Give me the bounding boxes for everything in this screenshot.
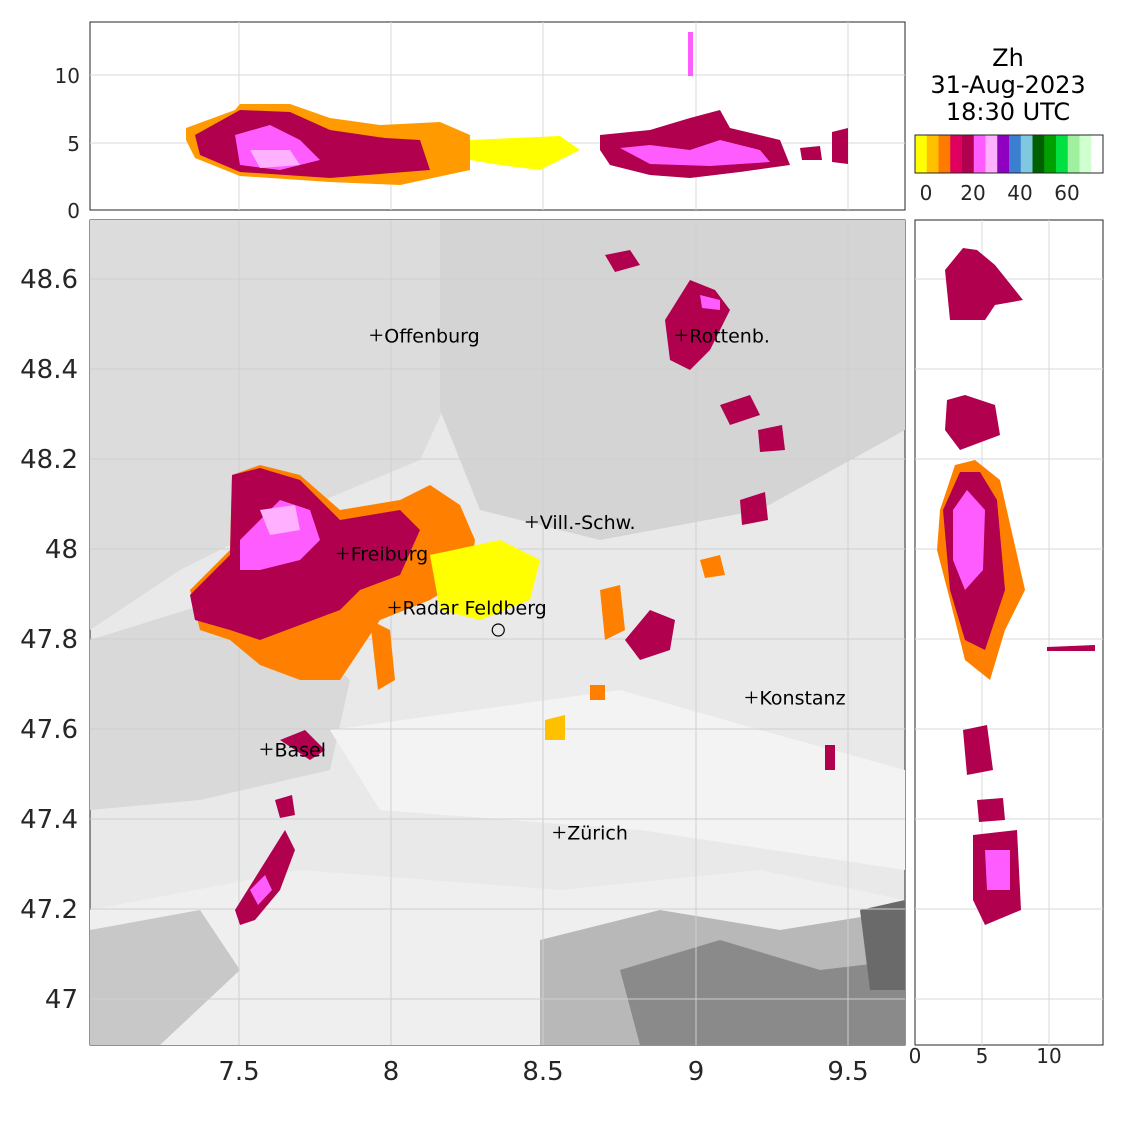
city-label: Freiburg bbox=[351, 544, 429, 566]
colorbar-tick-label: 60 bbox=[1054, 181, 1079, 205]
colorbar-tick-label: 40 bbox=[1007, 181, 1032, 205]
time-title: 18:30 UTC bbox=[946, 98, 1070, 126]
colorbar-swatch bbox=[985, 135, 998, 173]
city-cross-icon bbox=[525, 516, 538, 528]
side-panel-frame bbox=[914, 219, 1104, 1046]
colorbar-swatch bbox=[1091, 135, 1104, 173]
city-marker: Zürich bbox=[553, 823, 628, 845]
city-marker: Rottenb. bbox=[675, 325, 770, 347]
top-panel-frame bbox=[89, 21, 906, 211]
colorbar-swatch bbox=[1020, 135, 1033, 173]
side-cross-section-panel: 0 5 10 bbox=[909, 219, 1104, 1068]
top-y-tick-label: 0 bbox=[67, 199, 80, 220]
colorbar-swatch bbox=[926, 135, 939, 173]
city-label: Basel bbox=[274, 739, 326, 761]
map-x-tick-label: 8.5 bbox=[522, 1057, 563, 1087]
city-marker: Vill.-Schw. bbox=[525, 512, 636, 534]
city-marker: Basel bbox=[260, 739, 326, 761]
city-marker: Konstanz bbox=[745, 688, 846, 710]
city-cross-icon bbox=[388, 601, 401, 614]
colorbar: 0 20 40 60 bbox=[914, 134, 1104, 205]
map-precipitation-echo bbox=[190, 250, 835, 925]
side-x-tick-label: 5 bbox=[976, 1044, 989, 1068]
colorbar-swatch bbox=[915, 135, 928, 173]
colorbar-swatch bbox=[973, 135, 986, 173]
top-panel-y-ticks: 0 5 10 bbox=[55, 64, 80, 220]
side-x-tick-label: 10 bbox=[1036, 1044, 1061, 1068]
colorbar-swatch bbox=[962, 135, 975, 173]
map-y-tick-label: 48.6 bbox=[20, 265, 78, 295]
city-marker: Offenburg bbox=[370, 325, 480, 347]
top-panel-echo bbox=[186, 32, 848, 185]
city-marker: Freiburg bbox=[336, 544, 429, 566]
top-cross-section-panel: 0 5 10 bbox=[55, 21, 906, 220]
city-cross-icon bbox=[675, 329, 688, 342]
map-y-tick-label: 47.4 bbox=[20, 805, 78, 835]
colorbar-swatch bbox=[938, 135, 951, 173]
map-x-ticks: 7.5 8 8.5 9 9.5 bbox=[218, 1057, 868, 1087]
city-cross-icon bbox=[336, 547, 349, 560]
side-x-tick-label: 0 bbox=[909, 1044, 922, 1068]
title-block: Zh 31-Aug-2023 18:30 UTC bbox=[930, 44, 1085, 126]
city-label: Radar Feldberg bbox=[403, 598, 547, 620]
colorbar-swatch bbox=[1056, 135, 1069, 173]
city-cross-icon bbox=[553, 826, 566, 839]
city-cross-icon bbox=[745, 691, 758, 704]
variable-title: Zh bbox=[992, 44, 1024, 72]
colorbar-swatch bbox=[997, 135, 1010, 173]
colorbar-swatches bbox=[915, 135, 1104, 173]
map-x-tick-label: 7.5 bbox=[218, 1057, 259, 1087]
map-y-tick-label: 47.8 bbox=[20, 625, 78, 655]
city-cross-icon bbox=[260, 743, 273, 756]
city-label: Konstanz bbox=[759, 688, 845, 710]
side-panel-echo bbox=[937, 248, 1095, 925]
map-y-tick-label: 48 bbox=[45, 535, 78, 565]
radar-site-marker bbox=[491, 623, 505, 637]
top-y-tick-label: 5 bbox=[67, 132, 80, 156]
city-label: Vill.-Schw. bbox=[540, 512, 636, 534]
city-marker: Radar Feldberg bbox=[388, 598, 547, 620]
date-title: 31-Aug-2023 bbox=[930, 71, 1085, 99]
map-y-tick-label: 47.2 bbox=[20, 895, 78, 925]
colorbar-swatch bbox=[1079, 135, 1092, 173]
city-label: Offenburg bbox=[384, 325, 479, 347]
colorbar-swatch bbox=[1044, 135, 1057, 173]
city-label: Rottenb. bbox=[689, 325, 770, 347]
map-y-tick-label: 47 bbox=[45, 985, 78, 1015]
city-markers: Offenburg Rottenb. Vill.-Schw. Freiburg Rada… bbox=[260, 325, 846, 845]
colorbar-frame bbox=[914, 134, 1104, 174]
city-cross-icon bbox=[370, 329, 383, 342]
colorbar-swatch bbox=[950, 135, 963, 173]
top-y-tick-label: 10 bbox=[55, 64, 80, 88]
colorbar-tick-label: 0 bbox=[920, 181, 933, 205]
map-x-tick-label: 9 bbox=[688, 1057, 705, 1087]
main-map-panel: Offenburg Rottenb. Vill.-Schw. Freiburg Rada… bbox=[20, 219, 906, 1087]
map-y-tick-label: 48.4 bbox=[20, 355, 78, 385]
city-label: Zürich bbox=[567, 823, 628, 845]
colorbar-swatch bbox=[1009, 135, 1022, 173]
colorbar-swatch bbox=[1067, 135, 1080, 173]
map-y-ticks: 48.6 48.4 48.2 48 47.8 47.6 47.4 47.2 47 bbox=[20, 265, 78, 1015]
colorbar-tick-label: 20 bbox=[960, 181, 985, 205]
colorbar-swatch bbox=[1032, 135, 1045, 173]
map-grid bbox=[90, 220, 905, 1045]
map-y-tick-label: 48.2 bbox=[20, 445, 78, 475]
map-x-tick-label: 9.5 bbox=[827, 1057, 868, 1087]
side-panel-x-ticks: 0 5 10 bbox=[909, 1044, 1062, 1068]
map-x-tick-label: 8 bbox=[383, 1057, 400, 1087]
map-y-tick-label: 47.6 bbox=[20, 715, 78, 745]
